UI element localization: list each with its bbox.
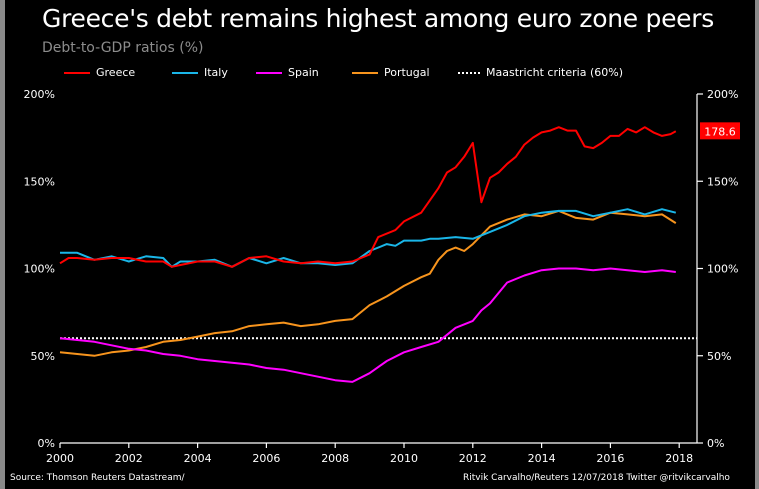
x-tick-label: 2006 <box>252 452 280 465</box>
series-line-greece <box>59 126 677 268</box>
x-tick-label: 2010 <box>390 452 418 465</box>
series-line-portugal <box>59 209 677 357</box>
x-tick-label: 2008 <box>321 452 349 465</box>
legend-item-italy: Italy <box>172 66 228 79</box>
legend-label-italy: Italy <box>204 66 228 79</box>
x-tick-label: 2016 <box>596 452 624 465</box>
x-tick-label: 2018 <box>665 452 693 465</box>
x-tick-label: 2000 <box>46 452 74 465</box>
legend-item-maastricht: Maastricht criteria (60%) <box>458 66 623 79</box>
legend-item-portugal: Portugal <box>352 66 430 79</box>
legend-swatch-italy <box>172 71 198 74</box>
y-tick-label-right: 200% <box>707 88 738 101</box>
legend-swatch-greece <box>64 71 90 74</box>
legend-label-spain: Spain <box>288 66 319 79</box>
legend-swatch-portugal <box>352 71 378 74</box>
y-tick-label-left: 150% <box>24 175 55 188</box>
x-tick-label: 2002 <box>115 452 143 465</box>
source-note: Source: Thomson Reuters Datastream/ <box>10 473 185 483</box>
credit-note: Ritvik Carvalho/Reuters 12/07/2018 Twitt… <box>463 473 730 483</box>
y-tick-label-left: 100% <box>24 263 55 276</box>
x-tick-label: 2012 <box>459 452 487 465</box>
legend-swatch-spain <box>256 71 282 74</box>
legend-item-spain: Spain <box>256 66 319 79</box>
series-line-italy <box>60 208 677 268</box>
y-tick-label-right: 100% <box>707 263 738 276</box>
series-line-spain <box>59 267 676 383</box>
right-border <box>755 0 759 489</box>
x-tick-label: 2004 <box>184 452 212 465</box>
legend-label-portugal: Portugal <box>384 66 430 79</box>
y-tick-label-right: 50% <box>707 350 731 363</box>
y-tick-label-right: 150% <box>707 175 738 188</box>
legend-swatch-maastricht <box>458 71 480 74</box>
last-value-badge <box>700 122 740 140</box>
y-tick-label-left: 200% <box>24 88 55 101</box>
y-tick-label-left: 0% <box>38 437 55 450</box>
y-tick-label-left: 50% <box>31 350 55 363</box>
x-tick-label: 2014 <box>528 452 556 465</box>
y-tick-label-right: 0% <box>707 437 724 450</box>
legend-label-greece: Greece <box>96 66 136 79</box>
chart-title: Greece's debt remains highest among euro… <box>42 4 714 33</box>
left-border <box>0 0 5 489</box>
last-value-label: 178.6 <box>704 125 736 138</box>
chart-subtitle: Debt-to-GDP ratios (%) <box>42 40 204 56</box>
legend-item-greece: Greece <box>64 66 135 79</box>
legend-label-maastricht: Maastricht criteria (60%) <box>486 66 623 79</box>
